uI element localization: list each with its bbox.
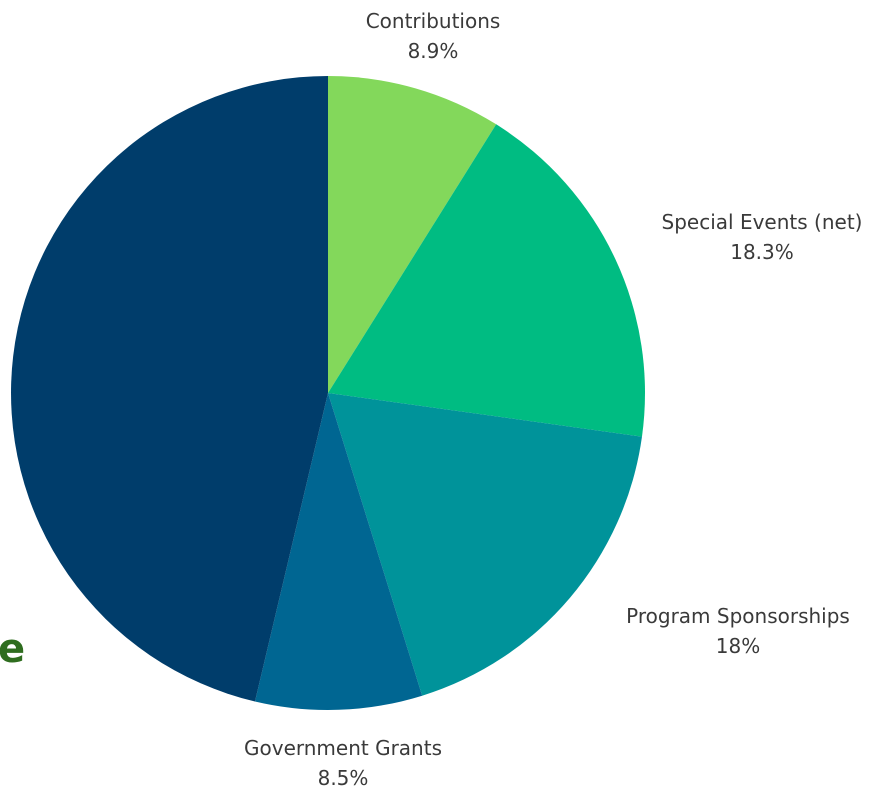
contributions-percent: 8.9% [407, 39, 459, 63]
pie-slice-program-sponsorships [328, 393, 642, 696]
special-events-label: Special Events (net) 18.3% [662, 207, 863, 267]
pie-slice-special-events-net [328, 124, 646, 437]
government-grants-percent: 8.5% [317, 766, 369, 790]
cropped-heading-fragment: e [0, 626, 26, 672]
program-sponsorships-label: Program Sponsorships 18% [626, 601, 850, 661]
government-grants-label: Government Grants 8.5% [244, 733, 442, 793]
special-events-name: Special Events (net) [661, 210, 863, 234]
program-sponsorships-name: Program Sponsorships [626, 604, 850, 628]
pie-slice-contributions [328, 76, 497, 393]
pie-slice-unlabeled [11, 76, 328, 702]
government-grants-name: Government Grants [244, 736, 442, 760]
contributions-name: Contributions [365, 9, 501, 33]
special-events-percent: 18.3% [730, 240, 794, 264]
contributions-label: Contributions 8.9% [366, 6, 501, 66]
program-sponsorships-percent: 18% [715, 634, 761, 658]
pie-slice-government-grants [254, 393, 423, 710]
